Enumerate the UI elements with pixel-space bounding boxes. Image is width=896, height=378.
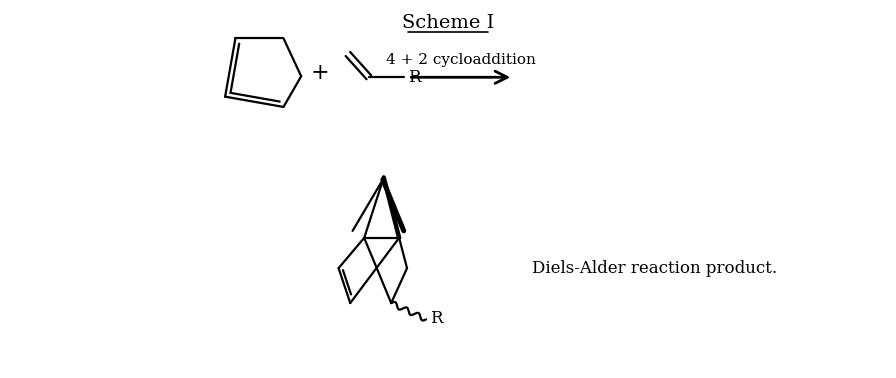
- Text: +: +: [311, 62, 330, 84]
- Text: R: R: [430, 310, 443, 327]
- Text: Scheme I: Scheme I: [402, 14, 494, 33]
- Text: R: R: [409, 69, 421, 86]
- Text: Diels-Alder reaction product.: Diels-Alder reaction product.: [532, 260, 777, 277]
- Text: 4 + 2 cycloaddition: 4 + 2 cycloaddition: [386, 53, 536, 67]
